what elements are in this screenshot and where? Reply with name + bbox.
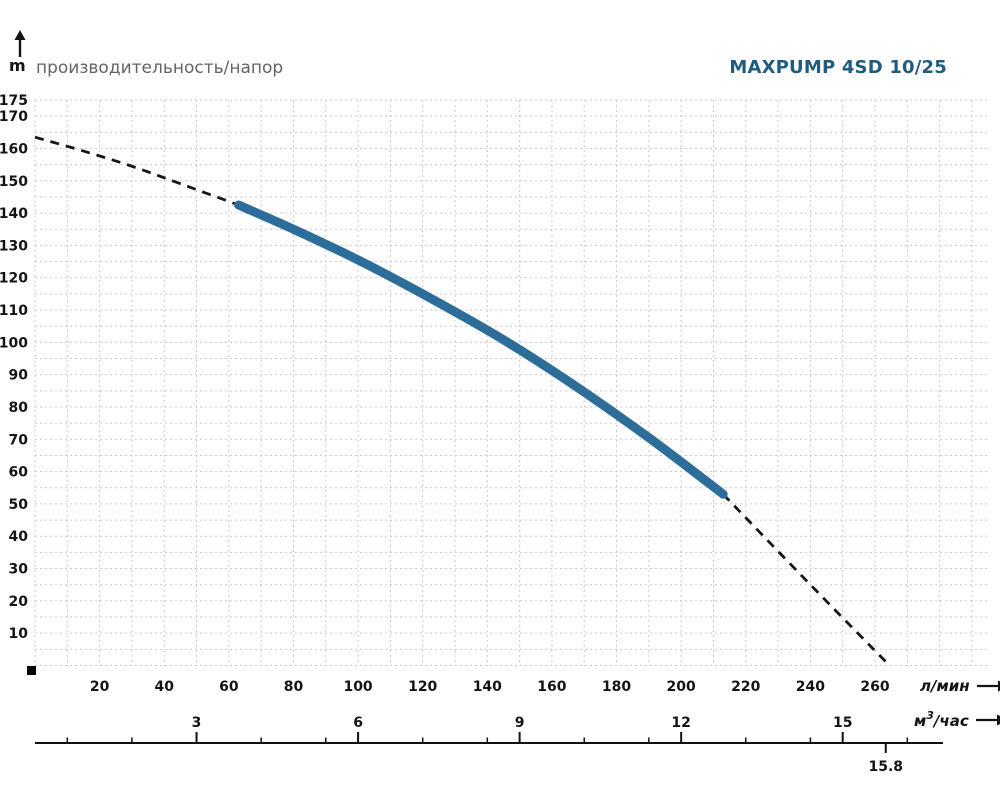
x-tick-label: 40: [154, 679, 174, 695]
y-tick-label: 150: [0, 174, 28, 190]
x-axis-unit-label: л/мин: [920, 677, 1000, 695]
chart-title: MAXPUMP 4SD 10/25: [729, 57, 947, 78]
x2-tick-label: 12: [671, 715, 690, 731]
x2-tick-label: 3: [192, 715, 202, 731]
curve-dashed-lower: [722, 493, 889, 665]
curve-dashed-upper: [34, 135, 240, 207]
x-tick-label: 220: [731, 679, 760, 695]
y-tick-label: 50: [9, 497, 29, 513]
x2-axis-unit-text: м3/час: [914, 709, 969, 730]
y-tick-label: 40: [9, 529, 29, 545]
right-arrow-icon: [976, 680, 1000, 692]
x2-tick-label: 15: [833, 715, 852, 731]
y-tick-label: 20: [9, 594, 29, 610]
y-tick-label: 110: [0, 303, 28, 319]
x-tick-label: 20: [90, 679, 110, 695]
x-tick-label: 160: [537, 679, 566, 695]
y-tick-label: 70: [9, 432, 29, 448]
x-tick-label: 120: [408, 679, 437, 695]
x-axis-unit-text: л/мин: [920, 677, 970, 695]
y-tick-label: 140: [0, 206, 28, 222]
origin-marker: [27, 666, 36, 675]
y-tick-label: 130: [0, 238, 28, 254]
x-tick-label: 240: [796, 679, 825, 695]
x-tick-label: 60: [219, 679, 239, 695]
y-tick-label: 60: [9, 465, 29, 481]
x2-max-tick-label: 15.8: [869, 759, 904, 775]
y-tick-label: 90: [9, 368, 29, 384]
y-axis-unit-label: m: [9, 56, 26, 75]
y-tick-label: 100: [0, 335, 28, 351]
x-tick-label: 80: [284, 679, 304, 695]
y-tick-label: 10: [9, 626, 29, 642]
x-tick-label: 140: [473, 679, 502, 695]
y-tick-label: 175: [0, 93, 28, 109]
x-tick-label: 200: [667, 679, 696, 695]
x2-axis-unit-label: м3/час: [914, 709, 1000, 730]
y-tick-label: 170: [0, 109, 28, 125]
chart-axis-title: производительность/напор: [36, 58, 284, 78]
right-arrow-icon: [975, 714, 1000, 726]
y-tick-label: 80: [9, 400, 29, 416]
y-axis-arrow-icon: [14, 30, 26, 57]
y-tick-label: 160: [0, 141, 28, 157]
curve-solid-working-range: [234, 200, 728, 499]
x2-tick-label: 9: [515, 715, 525, 731]
y-tick-label: 30: [9, 562, 29, 578]
x-tick-label: 100: [343, 679, 372, 695]
y-tick-label: 120: [0, 271, 28, 287]
x-tick-label: 260: [860, 679, 889, 695]
x2-tick-label: 6: [353, 715, 363, 731]
x-tick-label: 180: [602, 679, 631, 695]
